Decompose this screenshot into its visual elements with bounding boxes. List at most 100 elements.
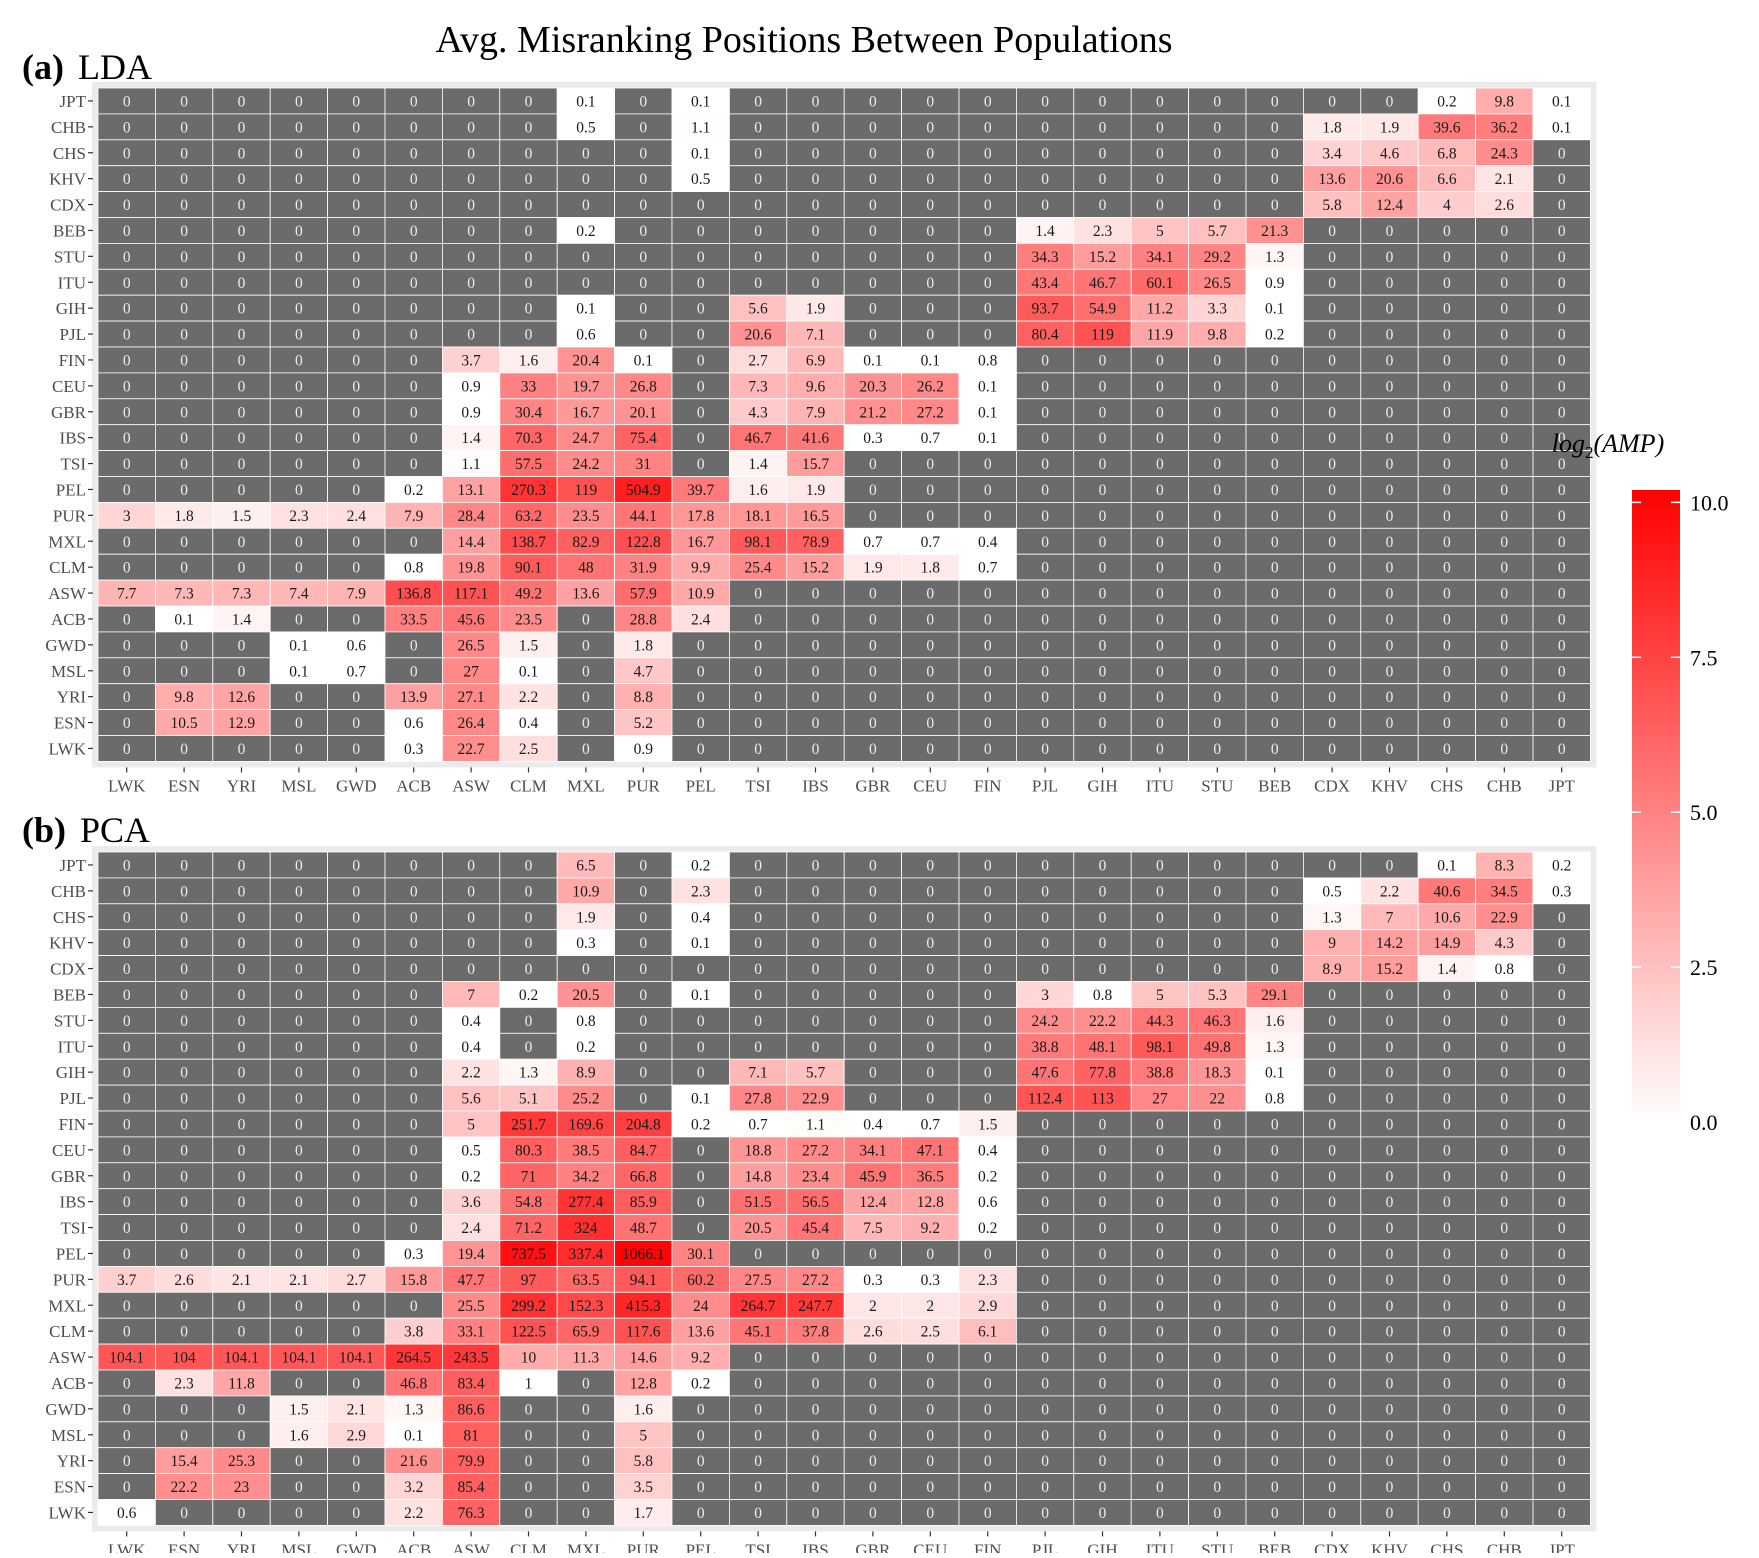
heatmap-cell (154, 1136, 214, 1164)
cell-value-label: 0 (754, 909, 762, 926)
cell-value-label: 0 (1500, 275, 1508, 292)
heatmap-cell (1360, 372, 1419, 400)
heatmap-cell (269, 1395, 329, 1423)
heatmap-cell (729, 1266, 788, 1293)
cell-value-label: 0 (1271, 883, 1279, 900)
cell-value-label: 0 (1156, 1272, 1164, 1289)
heatmap-cell (843, 1032, 903, 1060)
cell-value-label: 0 (1156, 586, 1164, 603)
cell-value-label: 0 (1041, 961, 1049, 978)
cell-value-label: 0 (123, 1039, 131, 1056)
cell-value-label: 0 (1156, 1220, 1164, 1237)
cell-value-label: 0 (352, 1013, 360, 1030)
heatmap-cell (1016, 1421, 1075, 1449)
heatmap-cell (786, 553, 845, 581)
cell-value-label: 136.8 (396, 586, 431, 603)
heatmap-cell (327, 113, 386, 141)
cell-value-label: 0 (754, 935, 762, 952)
heatmap-cell (1475, 294, 1534, 322)
cell-value-label: 0 (1558, 1350, 1566, 1367)
heatmap-cell (441, 1291, 501, 1319)
heatmap-cell (1360, 113, 1419, 141)
cell-value-label: 0 (123, 987, 131, 1004)
cell-value-label: 0 (869, 987, 877, 1004)
cell-value-label: 0 (1500, 1375, 1508, 1392)
heatmap-cell (212, 1291, 271, 1319)
heatmap-cell (1130, 320, 1189, 348)
heatmap-cell (729, 242, 788, 270)
cell-value-label: 0 (1041, 1479, 1049, 1496)
cell-value-label: 11.8 (228, 1375, 255, 1392)
cell-value-label: 0 (754, 741, 762, 758)
cell-value-label: 0 (1443, 1246, 1451, 1263)
heatmap-cell (671, 1007, 730, 1034)
heatmap-cell (843, 579, 903, 607)
cell-value-label: 0 (1443, 249, 1451, 266)
heatmap-cell (1532, 709, 1591, 736)
cell-value-label: 0 (869, 909, 877, 926)
cell-value-label: 0.6 (404, 715, 424, 732)
cell-value-label: 0 (123, 1479, 131, 1496)
cell-value-label: 0 (926, 961, 934, 978)
heatmap-cell (1016, 1162, 1075, 1190)
cell-value-label: 0 (1386, 456, 1394, 473)
heatmap-cell (614, 735, 673, 762)
y-tick-label: YRI (57, 688, 87, 707)
heatmap-cell (499, 1058, 558, 1086)
cell-value-label: 0 (1213, 352, 1221, 369)
cell-value-label: 31.9 (630, 560, 657, 577)
cell-value-label: 0 (1386, 404, 1394, 421)
heatmap-cell (614, 1032, 673, 1060)
cell-value-label: 0.2 (1265, 327, 1284, 344)
cell-value-label: 1.6 (1265, 1013, 1285, 1030)
cell-value-label: 0 (1099, 909, 1107, 926)
heatmap-cell (1016, 735, 1075, 762)
heatmap-cell (1303, 1110, 1362, 1138)
x-tick-label: YRI (227, 1540, 257, 1553)
heatmap-cell (786, 1447, 845, 1474)
heatmap-cell (843, 1214, 903, 1241)
heatmap-cell (1188, 501, 1247, 529)
heatmap-cell (1303, 877, 1362, 905)
heatmap-cell (843, 1136, 903, 1164)
cell-value-label: 0 (1156, 637, 1164, 654)
heatmap-cell (1245, 139, 1304, 167)
y-tick-label: CDX (50, 196, 86, 215)
heatmap-cell (1360, 191, 1419, 218)
cell-value-label: 8.8 (634, 689, 654, 706)
cell-value-label: 0 (1443, 301, 1451, 318)
cell-value-label: 0 (1156, 197, 1164, 214)
cell-value-label: 0 (984, 145, 992, 162)
y-tick-label: LWK (49, 1503, 87, 1522)
cell-value-label: 0 (410, 857, 418, 874)
cell-value-label: 0 (754, 119, 762, 136)
heatmap-cell (1360, 217, 1419, 244)
cell-value-label: 0 (1443, 223, 1451, 240)
heatmap-cell (729, 476, 788, 503)
cell-value-label: 0 (869, 1091, 877, 1108)
cell-value-label: 2.1 (347, 1401, 366, 1418)
heatmap-cell (1073, 217, 1132, 244)
cell-value-label: 27 (463, 663, 479, 680)
cell-value-label: 0 (1386, 1272, 1394, 1289)
heatmap-cell (269, 1317, 329, 1345)
cell-value-label: 0 (525, 1453, 533, 1470)
y-tick-label: KHV (49, 934, 87, 953)
cell-value-label: 0 (525, 1479, 533, 1496)
heatmap-cell (1475, 929, 1534, 957)
cell-value-label: 0 (812, 223, 820, 240)
heatmap-cell (1188, 1499, 1247, 1526)
cell-value-label: 4 (1443, 197, 1451, 214)
heatmap-cell (212, 346, 271, 374)
cell-value-label: 0 (1386, 857, 1394, 874)
heatmap-cell (1360, 87, 1419, 115)
cell-value-label: 0 (1443, 663, 1451, 680)
heatmap-cell (786, 1421, 845, 1449)
cell-value-label: 0 (1156, 482, 1164, 499)
cell-value-label: 0 (352, 1505, 360, 1522)
cell-value-label: 0 (1558, 223, 1566, 240)
cell-value-label: 0 (180, 1142, 188, 1159)
heatmap-cell (1417, 657, 1476, 685)
cell-value-label: 0 (1156, 1505, 1164, 1522)
cell-value-label: 1.3 (1265, 249, 1285, 266)
